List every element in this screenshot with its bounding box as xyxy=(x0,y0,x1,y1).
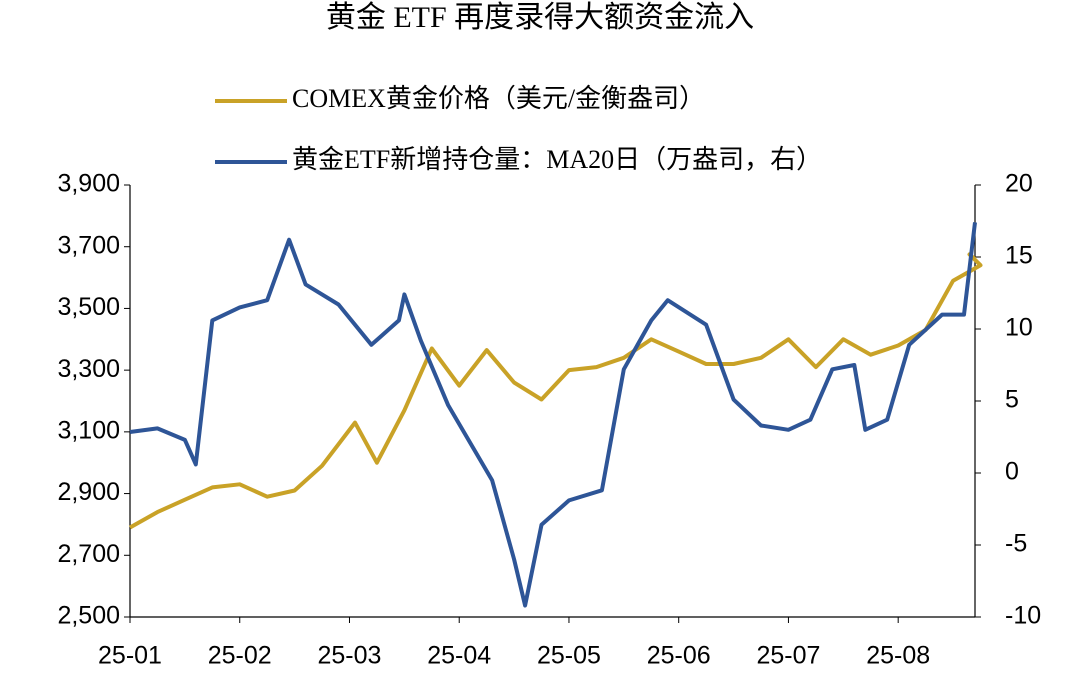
x-tick-label: 25-01 xyxy=(98,642,162,670)
x-tick-label: 25-05 xyxy=(537,642,601,670)
y2-tick-label: 10 xyxy=(1005,314,1033,342)
y2-tick-label: 15 xyxy=(1005,242,1033,270)
y-tick-label: 3,100 xyxy=(57,416,120,444)
y2-tick-label: 0 xyxy=(1005,458,1019,486)
legend-label: 黄金ETF新增持仓量：MA20日（万盎司，右） xyxy=(292,145,822,174)
y-tick-label: 2,700 xyxy=(57,540,120,568)
chart-title: 黄金 ETF 再度录得大额资金流入 xyxy=(326,1,754,34)
y2-tick-label: 5 xyxy=(1005,386,1019,414)
legend-label: COMEX黄金价格（美元/金衡盎司） xyxy=(292,84,705,113)
x-tick-label: 25-07 xyxy=(756,642,820,670)
x-tick-label: 25-08 xyxy=(866,642,930,670)
y2-tick-label: -10 xyxy=(1005,602,1041,630)
data-line xyxy=(129,222,977,608)
y-tick-label: 2,900 xyxy=(57,478,120,506)
x-tick-label: 25-04 xyxy=(427,642,491,670)
y2-tick-label: 20 xyxy=(1005,170,1033,198)
data-line xyxy=(129,252,983,530)
y-tick-label: 3,300 xyxy=(57,355,120,383)
x-tick-label: 25-02 xyxy=(208,642,272,670)
y-tick-label: 3,700 xyxy=(57,231,120,259)
y-tick-label: 2,500 xyxy=(57,602,120,630)
y2-tick-label: -5 xyxy=(1005,530,1027,558)
y-tick-label: 3,500 xyxy=(57,293,120,321)
x-tick-label: 25-03 xyxy=(318,642,382,670)
x-tick-label: 25-06 xyxy=(647,642,711,670)
y-tick-label: 3,900 xyxy=(57,170,120,198)
